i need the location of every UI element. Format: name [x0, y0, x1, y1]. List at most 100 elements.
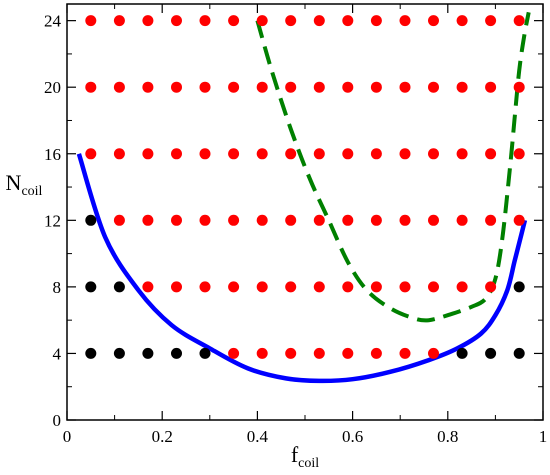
red-data-point: [313, 214, 325, 226]
green-dashed-curve: [255, 11, 531, 323]
red-data-point: [228, 81, 240, 93]
red-data-point: [256, 214, 268, 226]
red-data-point: [456, 148, 468, 160]
black-data-point: [171, 347, 182, 359]
red-data-point: [228, 214, 240, 226]
red-data-point: [428, 347, 439, 359]
red-data-point: [285, 281, 297, 293]
red-data-point: [399, 148, 411, 160]
red-data-point: [313, 15, 325, 27]
red-data-point: [256, 81, 268, 93]
red-data-point: [171, 81, 182, 93]
red-data-point: [199, 148, 211, 160]
red-data-point: [370, 148, 382, 160]
black-data-point: [199, 347, 211, 359]
black-data-point: [85, 281, 97, 293]
red-data-point: [199, 281, 211, 293]
black-data-point: [513, 281, 525, 293]
y-tick-label: 20: [44, 78, 61, 97]
boundary-curves: [76, 11, 531, 384]
red-data-point: [428, 148, 439, 160]
red-data-point: [256, 15, 268, 27]
x-tick-label: 0.4: [247, 427, 269, 446]
red-data-point: [342, 81, 354, 93]
red-data-point: [313, 347, 325, 359]
red-data-point: [456, 214, 468, 226]
red-data-point: [513, 214, 525, 226]
black-data-point: [485, 347, 497, 359]
red-data-point: [142, 148, 154, 160]
red-data-point: [285, 148, 297, 160]
y-tick-label: 0: [53, 411, 62, 430]
x-tick-label: 0.2: [152, 427, 173, 446]
y-axis-title: Ncoil: [6, 170, 43, 199]
y-tick-label: 24: [44, 12, 62, 31]
red-data-point: [228, 281, 240, 293]
red-data-point: [428, 281, 439, 293]
red-data-point: [113, 214, 125, 226]
blue-solid-curve: [76, 153, 528, 384]
y-tick-label: 8: [53, 278, 62, 297]
axis-ticks: [66, 4, 544, 421]
red-data-point: [85, 148, 97, 160]
red-data-point: [256, 281, 268, 293]
red-data-point: [313, 148, 325, 160]
black-data-point: [113, 281, 125, 293]
red-data-point: [399, 281, 411, 293]
x-tick-label: 0: [63, 427, 72, 446]
red-data-point: [171, 15, 182, 27]
red-data-point: [171, 281, 182, 293]
red-data-point: [370, 15, 382, 27]
red-data-point: [313, 81, 325, 93]
black-data-point: [113, 347, 125, 359]
red-data-point: [513, 15, 525, 27]
red-data-point: [171, 148, 182, 160]
red-data-point: [370, 81, 382, 93]
red-data-point: [370, 281, 382, 293]
black-data-point: [456, 347, 468, 359]
red-data-point: [113, 81, 125, 93]
red-data-point: [342, 281, 354, 293]
black-data-point: [513, 347, 525, 359]
black-data-point: [142, 347, 154, 359]
plot-frame: [66, 3, 544, 421]
red-data-point: [399, 214, 411, 226]
red-data-point: [171, 214, 182, 226]
red-data-point: [456, 15, 468, 27]
y-tick-label: 4: [53, 344, 62, 363]
red-data-point: [485, 15, 497, 27]
y-axis-title-sub: coil: [21, 184, 42, 199]
red-data-point: [85, 81, 97, 93]
red-data-point: [142, 81, 154, 93]
red-data-point: [428, 214, 439, 226]
x-tick-label: 1: [539, 427, 548, 446]
red-data-point: [285, 347, 297, 359]
red-data-point: [313, 281, 325, 293]
red-data-point: [228, 15, 240, 27]
red-data-point: [399, 81, 411, 93]
red-data-point: [485, 81, 497, 93]
black-data-point: [85, 347, 97, 359]
red-data-point: [370, 347, 382, 359]
red-data-point: [228, 148, 240, 160]
x-axis-title: fcoil: [291, 442, 319, 471]
x-tick-label: 0.6: [342, 427, 363, 446]
x-tick-label: 0.8: [437, 427, 458, 446]
red-data-point: [399, 347, 411, 359]
y-tick-label: 16: [44, 145, 61, 164]
red-data-point: [285, 15, 297, 27]
red-data-point: [285, 81, 297, 93]
red-data-point: [199, 214, 211, 226]
red-data-point: [342, 214, 354, 226]
red-data-point: [428, 15, 439, 27]
red-data-point: [485, 148, 497, 160]
black-data-point: [85, 214, 97, 226]
x-axis-title-main: f: [291, 442, 299, 467]
red-data-point: [199, 15, 211, 27]
red-data-point: [228, 347, 240, 359]
red-data-point: [370, 214, 382, 226]
red-data-point: [256, 347, 268, 359]
y-tick-label: 12: [44, 211, 61, 230]
red-data-point: [342, 148, 354, 160]
